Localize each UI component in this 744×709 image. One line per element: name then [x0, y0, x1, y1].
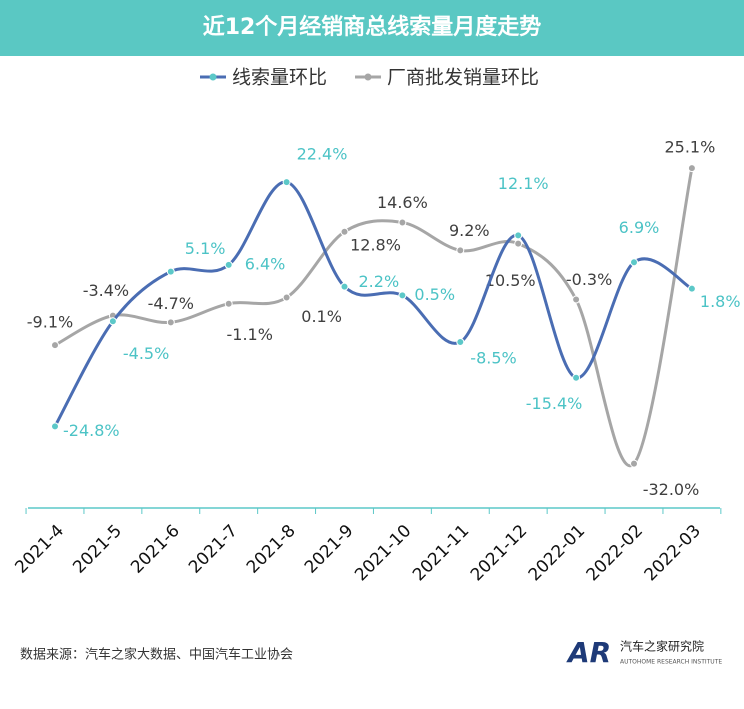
data-label: -4.5%	[123, 344, 169, 363]
data-point	[572, 373, 581, 382]
header-bar	[0, 0, 744, 56]
data-label: -24.8%	[63, 421, 120, 440]
data-label: 5.1%	[185, 239, 226, 258]
data-point	[687, 284, 696, 293]
data-point	[340, 227, 349, 236]
data-label: -3.4%	[83, 281, 129, 300]
data-point	[456, 337, 465, 346]
source: 数据来源：汽车之家大数据、中国汽车工业协会	[20, 647, 293, 663]
data-point	[514, 239, 523, 248]
data-point	[51, 422, 59, 431]
x-tick-label: 2021-8	[243, 521, 300, 578]
data-label: -32.0%	[643, 480, 700, 499]
chart-title: 近12个月经销商总线索量月度走势	[203, 14, 542, 40]
data-point	[166, 267, 175, 276]
series-line	[54, 167, 694, 468]
x-tick-label: 2022-01	[525, 521, 589, 585]
data-label: 1.8%	[700, 292, 741, 311]
data-label: 12.1%	[498, 174, 549, 193]
x-tick-label: 2021-11	[409, 521, 473, 585]
data-point	[166, 318, 175, 327]
data-label: -9.1%	[27, 313, 73, 332]
data-label: 25.1%	[664, 138, 715, 157]
logo-name: 汽车之家研究院	[620, 639, 704, 654]
data-label: 6.9%	[619, 218, 660, 237]
data-point	[108, 317, 117, 326]
data-label: 14.6%	[377, 193, 428, 212]
data-point	[398, 291, 407, 300]
data-label: -15.4%	[526, 394, 583, 413]
data-point	[630, 258, 638, 267]
data-point	[687, 164, 696, 173]
x-tick-label: 2021-9	[301, 521, 358, 578]
data-point	[282, 293, 291, 302]
data-label: 10.5%	[485, 271, 536, 290]
data-point	[456, 246, 465, 255]
data-point	[514, 231, 523, 240]
legend-label: 厂商批发销量环比	[387, 67, 539, 89]
data-label: 6.4%	[245, 254, 286, 273]
data-label: -4.7%	[148, 294, 194, 313]
legend-label: 线索量环比	[232, 67, 327, 89]
x-tick-label: 2021-10	[351, 521, 415, 585]
data-label: 0.5%	[414, 285, 455, 304]
x-tick-label: 2022-02	[583, 521, 647, 585]
data-label: 2.2%	[359, 272, 400, 291]
data-label: 9.2%	[449, 221, 490, 240]
legend-marker	[364, 73, 372, 81]
data-point	[630, 459, 638, 468]
data-label: -1.1%	[226, 325, 272, 344]
data-point	[398, 218, 407, 227]
logo-subtitle: AUTOHOME RESEARCH INSTITUTE	[620, 659, 722, 666]
data-point	[340, 282, 349, 291]
data-point	[224, 260, 233, 269]
legend-marker	[209, 73, 217, 81]
x-tick-label: 2022-03	[641, 521, 705, 585]
data-point	[51, 341, 59, 350]
x-tick-label: 2021-5	[69, 521, 126, 578]
x-tick-label: 2021-12	[467, 521, 531, 585]
data-point	[224, 299, 233, 308]
x-tick-label: 2021-4	[11, 521, 68, 578]
data-point	[282, 178, 291, 187]
data-label: -8.5%	[470, 348, 516, 367]
data-label: 0.1%	[301, 307, 342, 326]
data-label: 12.8%	[350, 235, 401, 254]
x-tick-label: 2021-6	[127, 521, 184, 578]
data-label: -0.3%	[566, 270, 612, 289]
data-label: 22.4%	[297, 145, 348, 164]
data-point	[572, 295, 581, 304]
logo-mark: AR	[566, 636, 611, 669]
x-tick-label: 2021-7	[185, 521, 242, 578]
